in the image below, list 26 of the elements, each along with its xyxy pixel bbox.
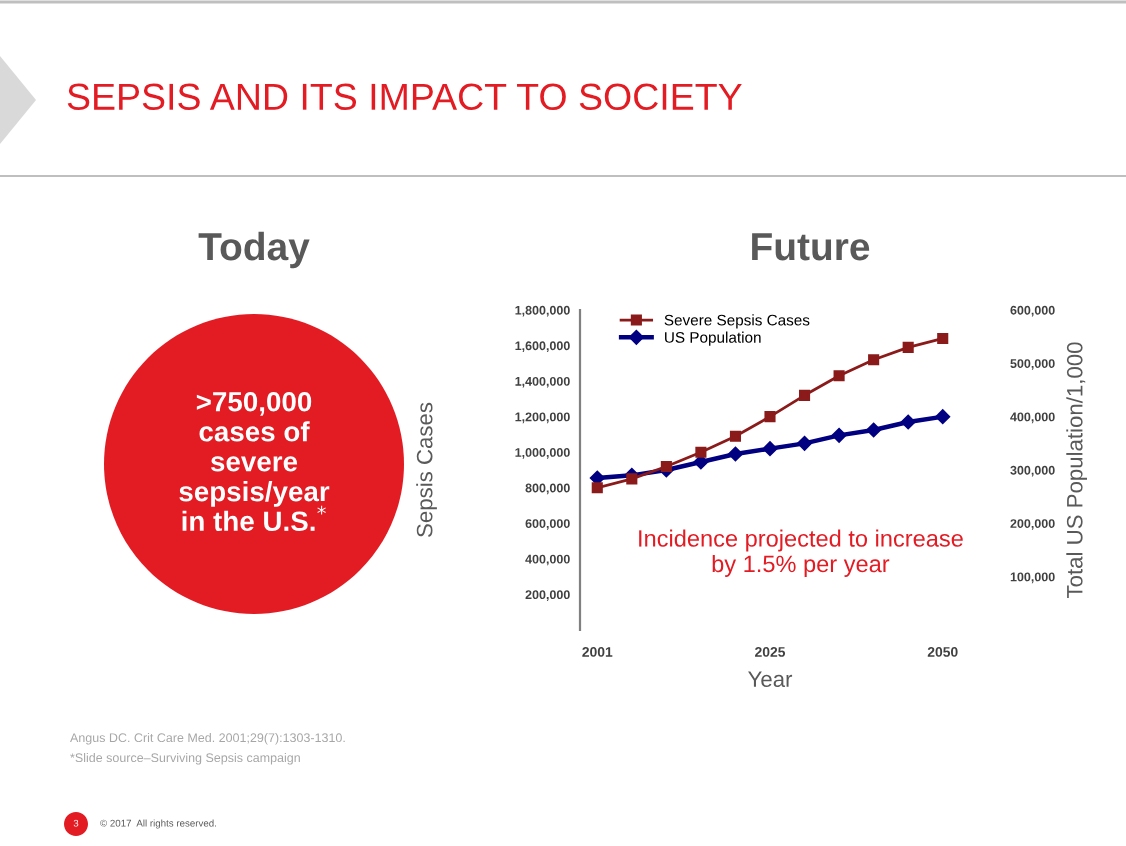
text: >750,000 cases of severe sepsis/year in the U.S.$^{*}$ bbox=[179, 391, 330, 532]
point bbox=[764, 411, 776, 423]
y2-axis-title: Total US Population/1,000 bbox=[1066, 342, 1088, 598]
point bbox=[902, 341, 914, 353]
point bbox=[591, 482, 603, 494]
point bbox=[729, 430, 742, 442]
point bbox=[900, 414, 916, 430]
chart-subtitle: Future bbox=[752, 233, 870, 261]
point bbox=[937, 332, 949, 344]
point bbox=[868, 354, 880, 366]
chart-title: SEPSIS AND ITS IMPACT TO SOCIETY bbox=[67, 83, 742, 111]
point bbox=[797, 436, 812, 451]
point bbox=[831, 428, 847, 443]
y-axis-title: Sepsis Cases bbox=[416, 402, 437, 537]
point bbox=[866, 422, 881, 438]
point bbox=[695, 446, 707, 458]
point bbox=[728, 446, 743, 462]
point bbox=[626, 473, 638, 485]
x-axis-title: Year bbox=[748, 671, 793, 688]
annotation: Incidence projected to increase by 1.5% per year bbox=[639, 529, 963, 577]
point bbox=[798, 389, 811, 401]
point bbox=[833, 370, 845, 382]
text: Today bbox=[198, 231, 310, 269]
point bbox=[660, 460, 672, 472]
point bbox=[935, 409, 951, 424]
point bbox=[762, 441, 778, 456]
